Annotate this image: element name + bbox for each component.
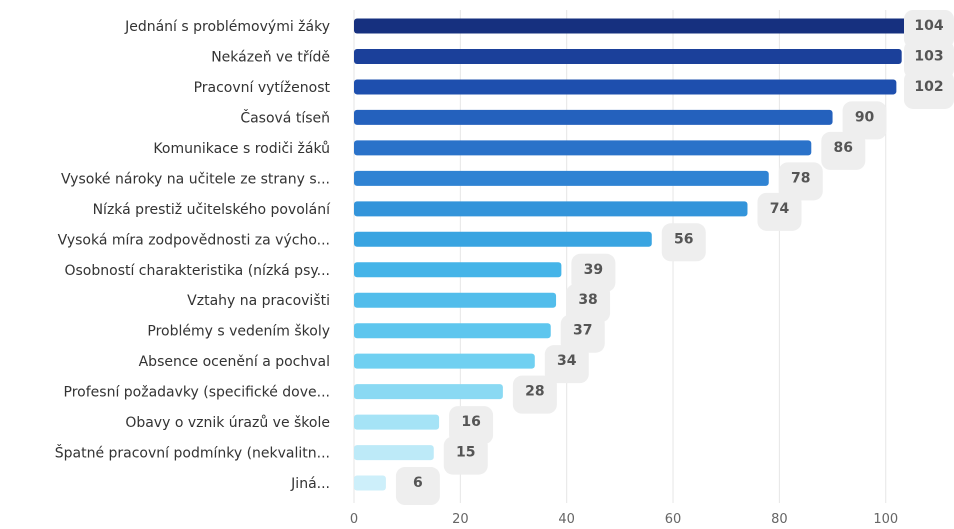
data-label: 28 [525, 384, 544, 400]
value-badge [449, 406, 494, 445]
category-label: Problémy s vedením školy [147, 324, 330, 340]
category-label: Vysoká míra zodpovědnosti za výcho... [58, 232, 330, 248]
x-tick-label: 100 [873, 512, 898, 527]
value-badge [512, 375, 557, 414]
value-badge [757, 192, 802, 231]
bar[interactable] [354, 18, 907, 34]
category-label: Špatné pracovní podmínky (nekvalitn... [55, 444, 330, 462]
data-label: 6 [413, 475, 423, 491]
bar[interactable] [354, 109, 833, 125]
bar[interactable] [354, 292, 557, 308]
x-tick-label: 60 [665, 512, 682, 527]
x-tick-label: 80 [771, 512, 788, 527]
value-badge [571, 253, 616, 292]
bar[interactable] [354, 201, 748, 217]
bar[interactable] [354, 140, 812, 156]
value-badge [904, 70, 954, 109]
x-tick-label: 0 [350, 512, 358, 527]
data-label: 103 [914, 48, 943, 64]
bar[interactable] [354, 262, 562, 278]
bar[interactable] [354, 353, 535, 369]
category-label: Vysoké nároky na učitele ze strany s... [61, 171, 330, 187]
data-label: 90 [855, 109, 875, 125]
category-label: Vztahy na pracovišti [187, 293, 330, 309]
category-label: Jednání s problémovými žáky [124, 19, 330, 35]
data-label: 56 [674, 231, 693, 247]
bar[interactable] [354, 170, 769, 186]
data-label: 39 [584, 262, 603, 278]
bar[interactable] [354, 414, 440, 430]
value-badge [904, 40, 954, 79]
value-badge [821, 131, 866, 170]
bar[interactable] [354, 475, 386, 491]
category-label: Časová tíseň [240, 108, 330, 126]
value-badge [842, 101, 887, 140]
category-label: Pracovní vytíženost [194, 80, 331, 96]
value-badge [566, 284, 611, 323]
bar[interactable] [354, 445, 434, 461]
data-label: 78 [791, 170, 810, 186]
bar[interactable] [354, 384, 503, 400]
value-badge [560, 314, 605, 353]
value-badge [661, 223, 706, 262]
x-axis-ticks: 0 20 40 60 80 100 [350, 512, 898, 527]
category-label: Obavy o vznik úrazů ve škole [125, 415, 330, 431]
bar[interactable] [354, 323, 551, 339]
category-label: Profesní požadavky (specifické dove... [64, 385, 330, 401]
value-badge [443, 436, 488, 475]
data-label: 37 [573, 323, 592, 339]
data-label: 34 [557, 353, 577, 369]
data-label: 102 [914, 79, 943, 95]
category-label: Nekázeň ve třídě [211, 49, 330, 65]
value-badge [544, 345, 589, 384]
bar[interactable] [354, 79, 897, 95]
bar[interactable] [354, 48, 902, 64]
category-label: Nízká prestiž učitelského povolání [93, 202, 332, 218]
category-label: Komunikace s rodiči žáků [153, 141, 330, 157]
data-label: 15 [456, 445, 475, 461]
bars [354, 18, 907, 491]
data-label: 74 [770, 201, 790, 217]
data-label: 38 [578, 292, 597, 308]
x-tick-label: 40 [558, 512, 575, 527]
data-label: 104 [914, 18, 943, 34]
value-badge [904, 10, 954, 48]
data-label: 86 [834, 140, 853, 156]
category-label: Absence ocenění a pochval [139, 354, 330, 370]
bar[interactable] [354, 231, 652, 247]
category-labels: Jednání s problémovými žáky Nekázeň ve tř… [55, 19, 331, 492]
value-badge [395, 467, 440, 506]
value-badge [778, 162, 823, 201]
data-label: 16 [461, 414, 480, 430]
x-tick-label: 20 [452, 512, 469, 527]
category-label: Jiná... [290, 476, 330, 492]
category-label: Osobností charakteristika (nízká psy... [64, 263, 330, 279]
